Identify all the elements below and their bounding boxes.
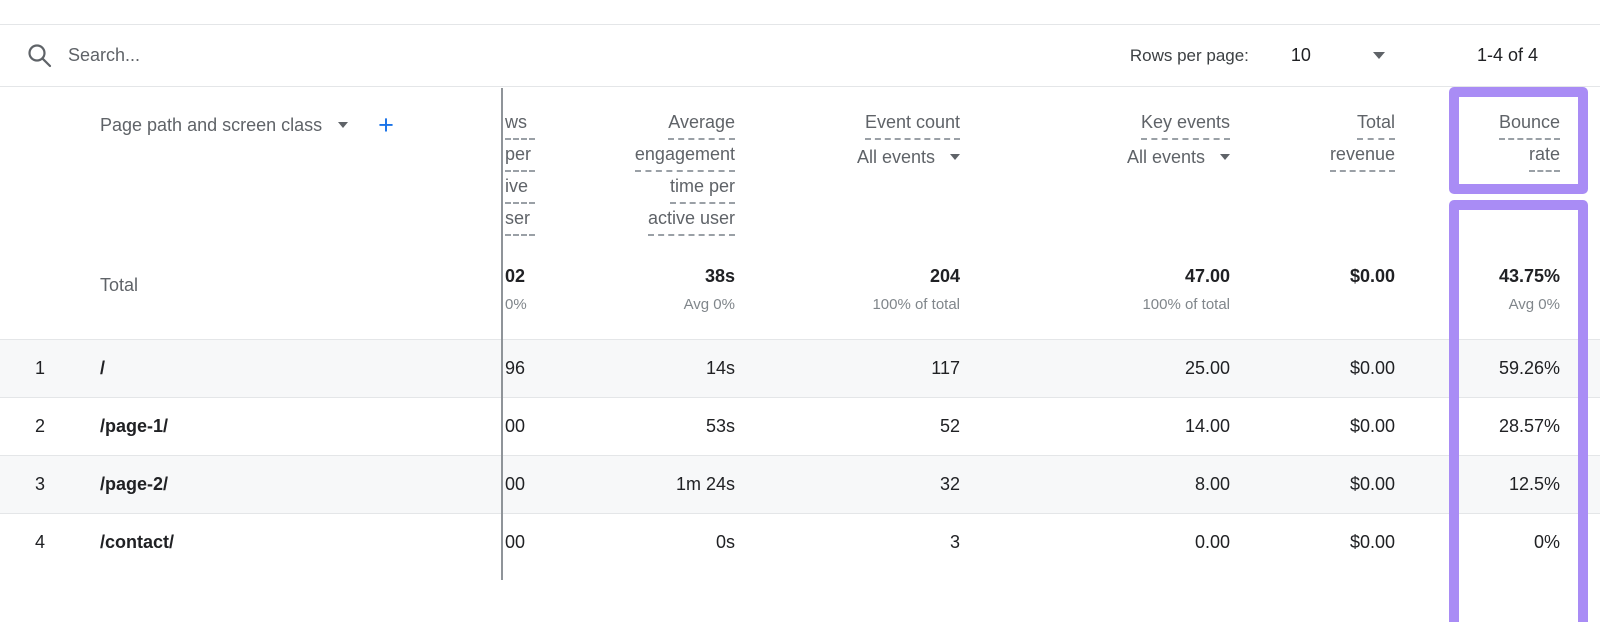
column-resize-divider[interactable] bbox=[501, 88, 503, 580]
key-events-filter-caret-icon[interactable] bbox=[1220, 154, 1230, 160]
engagement-header-line2: engagement bbox=[634, 141, 735, 172]
dimension-header: Page path and screen class + bbox=[70, 109, 502, 243]
table-row[interactable]: 2 /page-1/ 00 53s 52 14.00 $0.00 28.57% bbox=[0, 397, 1600, 455]
totals-key-events: 47.00 bbox=[1184, 266, 1230, 286]
views-header-line3: ive bbox=[505, 173, 535, 204]
key-events-value: 14.00 bbox=[1184, 416, 1230, 436]
engagement-header-line1: Average bbox=[668, 109, 735, 140]
table-toolbar: Rows per page: 10 1-4 of 4 bbox=[0, 25, 1600, 87]
bounce-rate-value: 12.5% bbox=[1508, 474, 1560, 494]
totals-event-count-sub: 100% of total bbox=[872, 296, 960, 313]
engagement-value: 53s bbox=[705, 416, 735, 436]
revenue-header-line1: Total bbox=[1356, 109, 1395, 140]
views-value: 00 bbox=[505, 474, 526, 494]
views-header-line2: per bbox=[505, 141, 535, 172]
engagement-value: 14s bbox=[705, 358, 735, 378]
event-count-value: 52 bbox=[939, 416, 960, 436]
key-events-value: 0.00 bbox=[1194, 532, 1230, 552]
views-header-line4: ser bbox=[505, 205, 535, 236]
table-row[interactable]: 4 /contact/ 00 0s 3 0.00 $0.00 0% bbox=[0, 513, 1600, 571]
bounce-rate-value: 0% bbox=[1533, 532, 1560, 552]
totals-views-sub: 0% bbox=[505, 296, 527, 313]
table-row[interactable]: 1 / 96 14s 117 25.00 $0.00 59.26% bbox=[0, 339, 1600, 397]
page-path-value: /page-1/ bbox=[100, 416, 169, 436]
row-index: 3 bbox=[35, 474, 46, 494]
event-count-value: 117 bbox=[931, 358, 960, 378]
search-input[interactable] bbox=[68, 45, 588, 66]
event-count-header-label[interactable]: Event count bbox=[864, 109, 960, 140]
totals-views: 02 bbox=[505, 266, 526, 286]
row-index: 2 bbox=[35, 416, 46, 436]
views-value: 00 bbox=[505, 416, 526, 436]
bounce-header-line1: Bounce bbox=[1498, 109, 1560, 140]
event-count-filter-caret-icon[interactable] bbox=[950, 154, 960, 160]
engagement-header-line3: time per bbox=[669, 173, 735, 204]
top-divider bbox=[0, 0, 1600, 25]
totals-revenue: $0.00 bbox=[1349, 266, 1395, 286]
engagement-time-header[interactable]: Average engagement time per active user bbox=[547, 109, 735, 243]
totals-bounce-rate: 43.75% bbox=[1498, 266, 1560, 286]
totals-event-count: 204 bbox=[929, 266, 960, 286]
pagination-range: 1-4 of 4 bbox=[1476, 45, 1538, 65]
engagement-value: 1m 24s bbox=[675, 474, 735, 494]
dimension-header-label[interactable]: Page path and screen class bbox=[100, 115, 323, 135]
rows-per-page-caret-icon[interactable] bbox=[1372, 52, 1385, 59]
table-header-row: Page path and screen class + ws per ive … bbox=[0, 87, 1600, 243]
dimension-caret-icon[interactable] bbox=[338, 122, 349, 128]
rows-per-page-label: Rows per page: bbox=[1129, 45, 1249, 65]
search-icon[interactable] bbox=[24, 41, 54, 71]
totals-engagement: 38s bbox=[704, 266, 735, 286]
revenue-value: $0.00 bbox=[1349, 532, 1395, 552]
table-row[interactable]: 3 /page-2/ 00 1m 24s 32 8.00 $0.00 12.5% bbox=[0, 455, 1600, 513]
key-events-filter-label[interactable]: All events bbox=[1126, 146, 1205, 167]
engagement-value: 0s bbox=[715, 532, 735, 552]
totals-engagement-sub: Avg 0% bbox=[683, 296, 735, 313]
add-dimension-button[interactable]: + bbox=[378, 110, 394, 140]
pagination-controls: Rows per page: 10 1-4 of 4 bbox=[1130, 45, 1538, 66]
row-index: 1 bbox=[35, 358, 46, 378]
bounce-rate-header[interactable]: Bounce rate bbox=[1395, 109, 1560, 243]
page-path-value: /page-2/ bbox=[100, 474, 169, 494]
page-path-value: / bbox=[100, 358, 106, 378]
engagement-header-line4: active user bbox=[647, 205, 735, 236]
page-path-value: /contact/ bbox=[100, 532, 175, 552]
event-count-filter-label[interactable]: All events bbox=[856, 146, 935, 167]
event-count-header: Event count All events bbox=[735, 109, 960, 243]
views-value: 00 bbox=[505, 532, 526, 552]
totals-bounce-sub: Avg 0% bbox=[1508, 296, 1560, 313]
totals-key-events-sub: 100% of total bbox=[1142, 296, 1230, 313]
bounce-rate-value: 28.57% bbox=[1498, 416, 1560, 436]
totals-row: Total 02 0% 38s Avg 0% 204 100% of total… bbox=[0, 243, 1600, 339]
bounce-rate-value: 59.26% bbox=[1498, 358, 1560, 378]
key-events-value: 8.00 bbox=[1194, 474, 1230, 494]
header-spacer bbox=[0, 109, 70, 243]
event-count-value: 32 bbox=[939, 474, 960, 494]
key-events-header-label[interactable]: Key events bbox=[1140, 109, 1230, 140]
key-events-header: Key events All events bbox=[960, 109, 1230, 243]
revenue-value: $0.00 bbox=[1349, 416, 1395, 436]
revenue-header-line2: revenue bbox=[1329, 141, 1395, 172]
bounce-header-line2: rate bbox=[1528, 141, 1560, 172]
row-index: 4 bbox=[35, 532, 46, 552]
views-header-line1: ws bbox=[505, 109, 535, 140]
totals-label: Total bbox=[100, 275, 139, 295]
total-revenue-header[interactable]: Total revenue bbox=[1230, 109, 1395, 243]
rows-per-page-value[interactable]: 10 bbox=[1290, 45, 1311, 65]
views-per-active-user-header[interactable]: ws per ive ser bbox=[502, 109, 547, 243]
revenue-value: $0.00 bbox=[1349, 358, 1395, 378]
revenue-value: $0.00 bbox=[1349, 474, 1395, 494]
key-events-value: 25.00 bbox=[1184, 358, 1230, 378]
views-value: 96 bbox=[505, 358, 526, 378]
event-count-value: 3 bbox=[949, 532, 960, 552]
